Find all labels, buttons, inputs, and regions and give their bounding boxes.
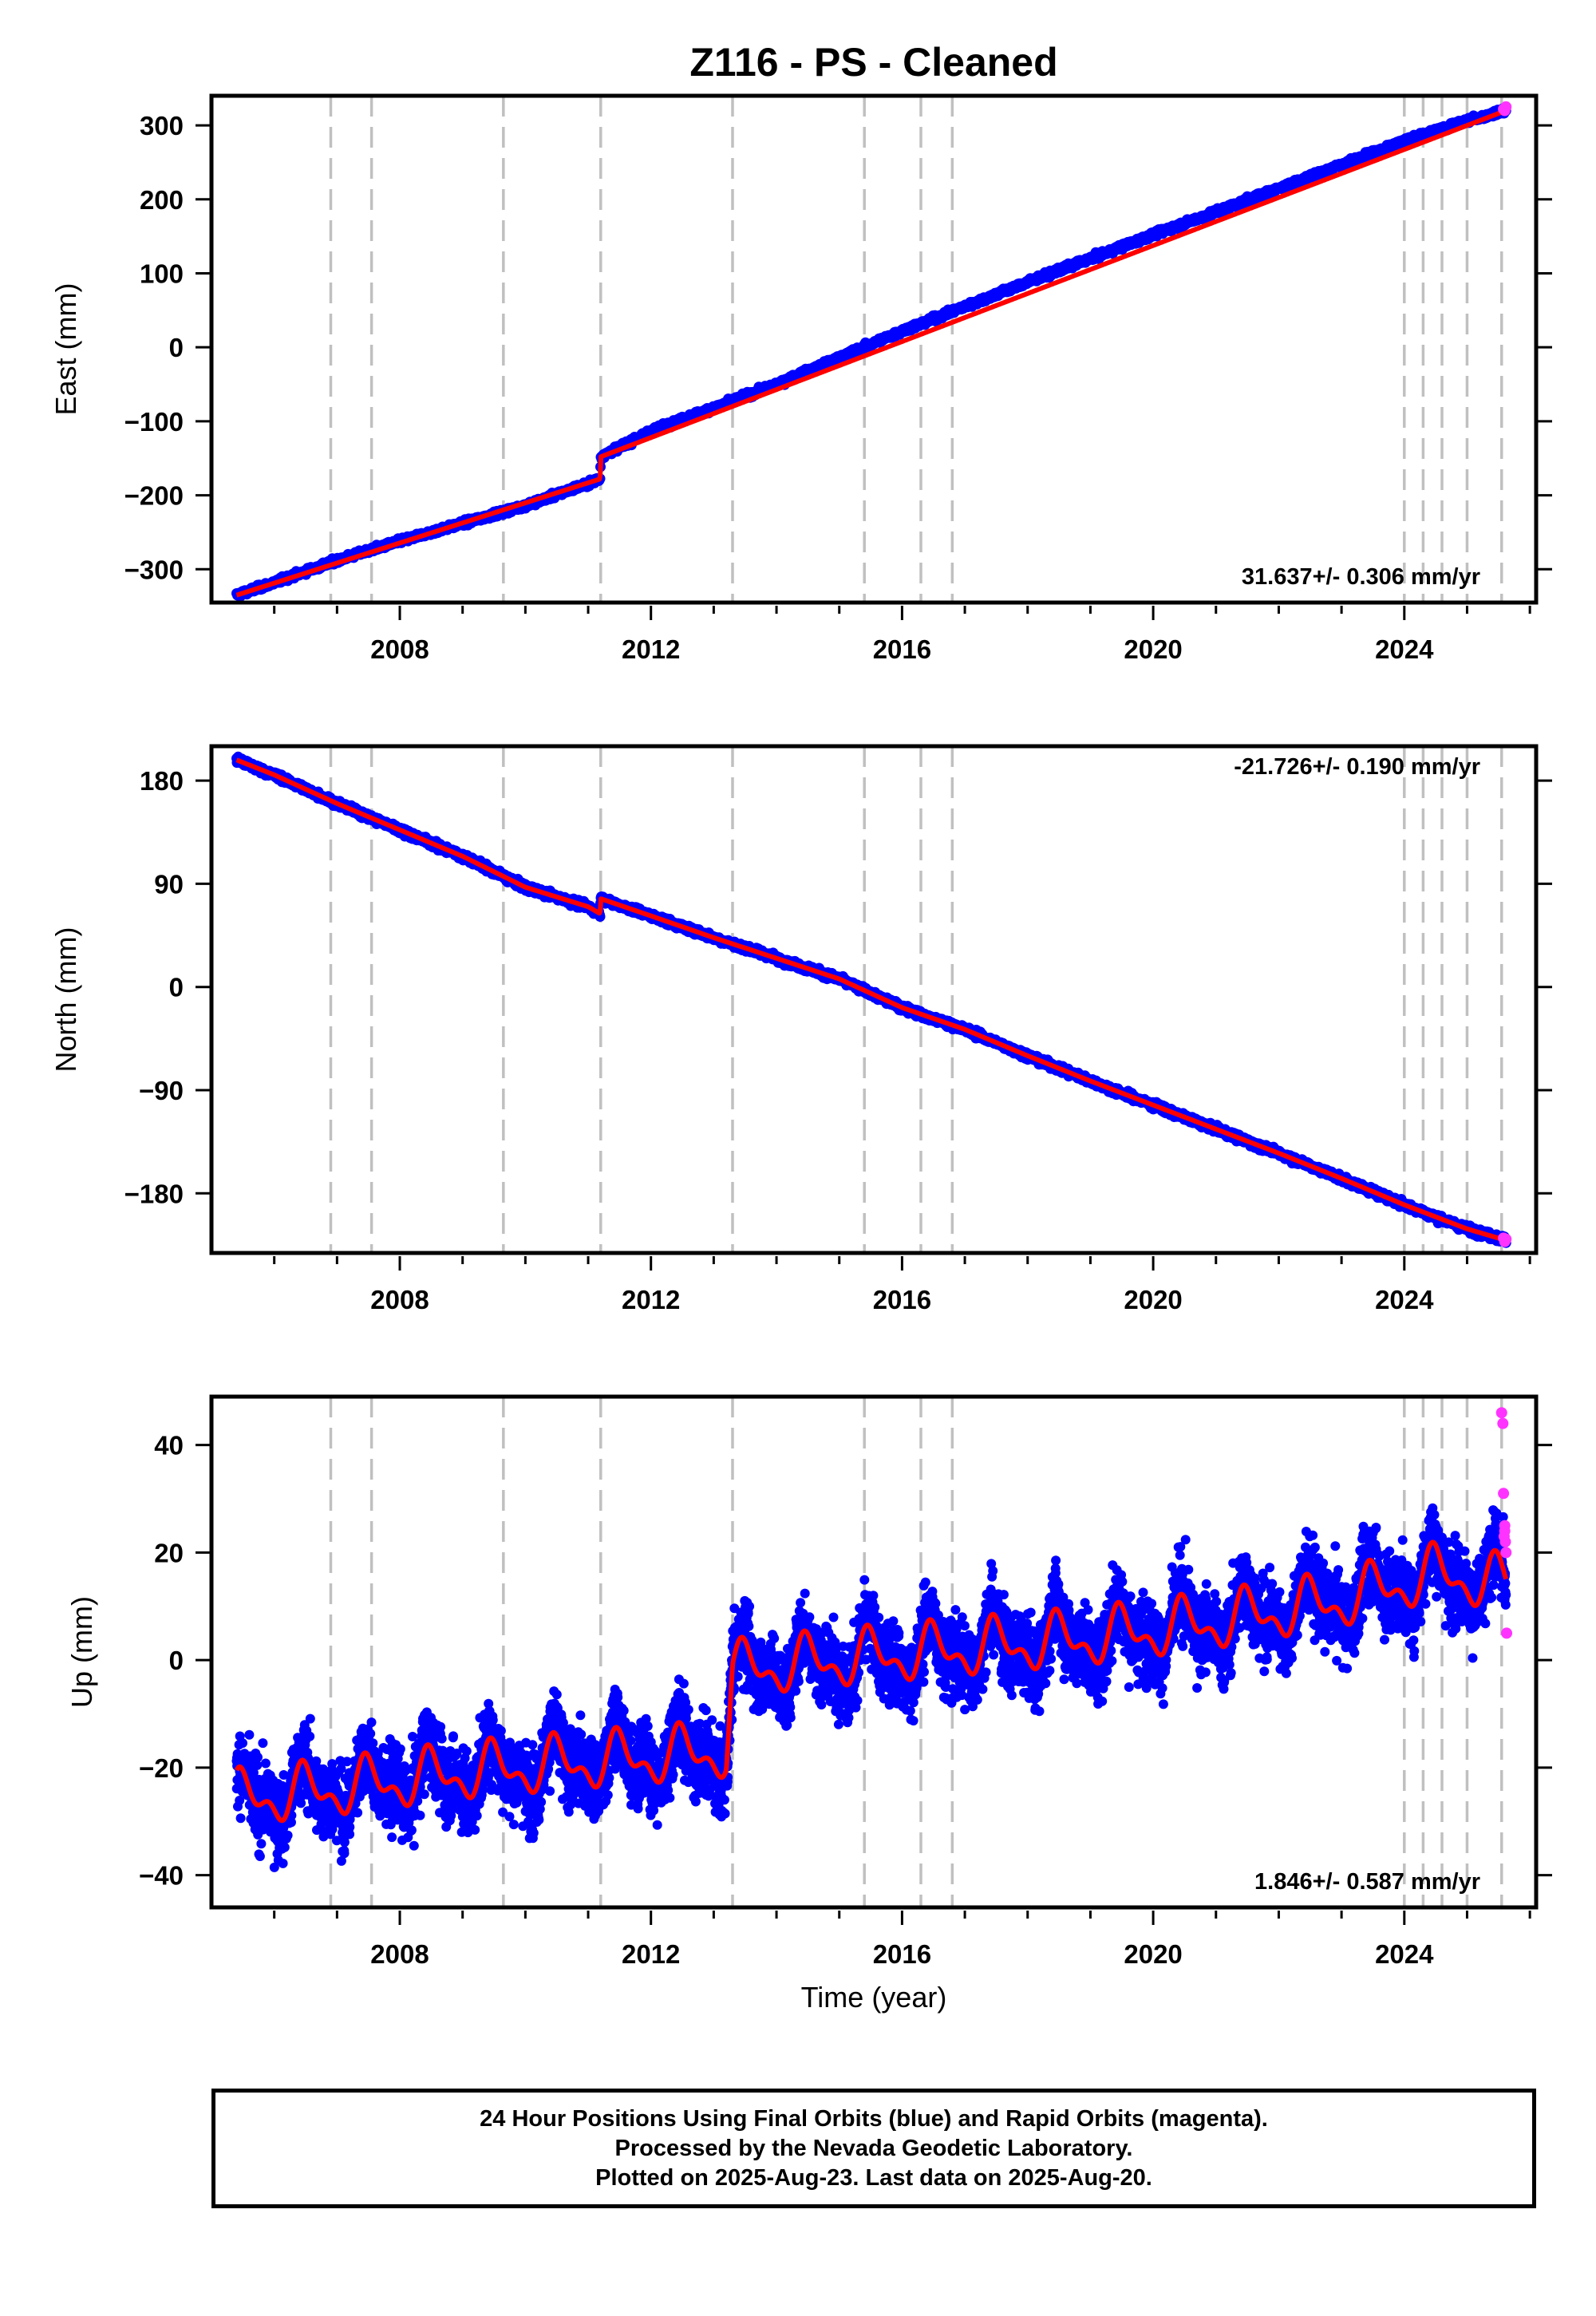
- panel-frame: [209, 93, 1539, 605]
- y-tick-label: 0: [169, 333, 184, 362]
- plot-area: [231, 746, 1512, 1253]
- x-tick-label: 2020: [1124, 634, 1182, 664]
- y-tick-label: 300: [140, 111, 184, 140]
- model-fit-line: [235, 108, 1508, 598]
- x-tick-label: 2016: [873, 634, 931, 664]
- x-tick-label: 2012: [622, 634, 680, 664]
- x-tick-label: 2024: [1375, 634, 1434, 664]
- figure-title: Z116 - PS - Cleaned: [689, 40, 1057, 85]
- y-tick-label: 200: [140, 185, 184, 215]
- y-tick-label: 100: [140, 259, 184, 288]
- y-tick-label: −200: [124, 481, 184, 511]
- y-tick-label: −300: [124, 555, 184, 584]
- plot-area: [231, 96, 1512, 603]
- y-axis-label: East (mm): [49, 283, 82, 416]
- rapid-orbit-point: [1500, 101, 1512, 113]
- east-panel: 2008 2012 2016 2020 2024 −300 −200 −100 0 100 200 3…: [49, 93, 1552, 664]
- y-tick-label: −100: [124, 407, 184, 437]
- x-tick-label: 2008: [370, 634, 429, 664]
- rate-label: 31.637+/- 0.306 mm/yr: [1242, 564, 1480, 590]
